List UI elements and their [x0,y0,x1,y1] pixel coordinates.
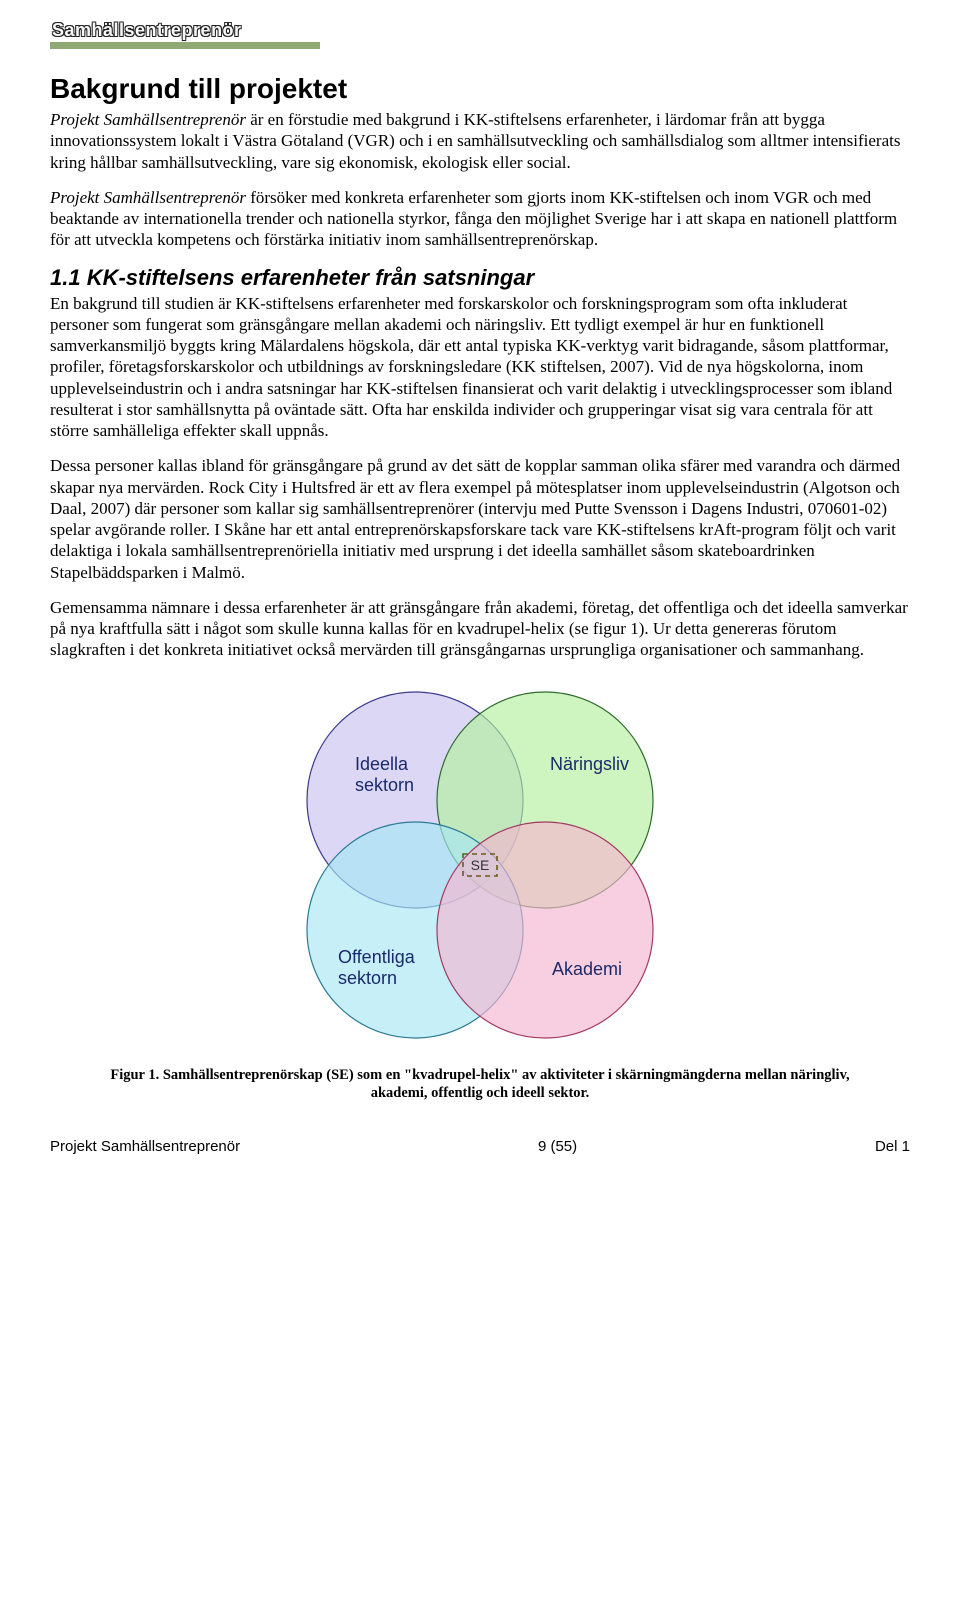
svg-text:Ideella: Ideella [355,754,409,774]
svg-text:sektorn: sektorn [338,968,397,988]
figure-caption: Figur 1. Samhällsentreprenörskap (SE) so… [90,1066,870,1102]
footer-right: Del 1 [875,1138,910,1155]
svg-text:sektorn: sektorn [355,775,414,795]
paragraph-2: Projekt Samhällsentreprenör försöker med… [50,187,910,251]
header-underline [50,42,320,49]
figure-caption-text: Figur 1. Samhällsentreprenörskap (SE) so… [110,1067,849,1101]
footer-center: 9 (55) [538,1138,577,1155]
paragraph-4: Dessa personer kallas ibland för gränsgå… [50,455,910,583]
page: Samhällsentreprenör Bakgrund till projek… [0,0,960,1185]
venn-svg: SEIdeellasektornNäringslivOffentligasekt… [250,675,710,1055]
paragraph-1: Projekt Samhällsentreprenör är en förstu… [50,109,910,173]
page-header: Samhällsentreprenör [50,20,910,49]
header-title: Samhällsentreprenör [50,20,244,41]
venn-diagram: SEIdeellasektornNäringslivOffentligasekt… [50,675,910,1060]
paragraph-3: En bakgrund till studien är KK-stiftelse… [50,293,910,442]
heading-bakgrund: Bakgrund till projektet [50,73,910,105]
svg-text:Offentliga: Offentliga [338,947,416,967]
svg-text:Akademi: Akademi [552,959,622,979]
heading-1-1: 1.1 KK-stiftelsens erfarenheter från sat… [50,265,910,291]
footer-left: Projekt Samhällsentreprenör [50,1138,240,1155]
svg-text:SE: SE [471,857,490,873]
page-footer: Projekt Samhällsentreprenör 9 (55) Del 1 [50,1138,910,1155]
p2-italic-lead: Projekt Samhällsentreprenör [50,188,246,207]
svg-text:Näringsliv: Näringsliv [550,754,629,774]
paragraph-5: Gemensamma nämnare i dessa erfarenheter … [50,597,910,661]
p1-italic-lead: Projekt Samhällsentreprenör [50,110,246,129]
